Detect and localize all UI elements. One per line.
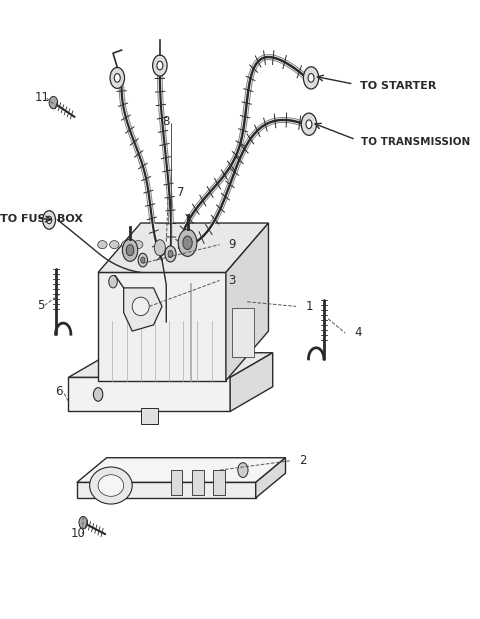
Circle shape (308, 74, 314, 82)
Polygon shape (77, 457, 286, 482)
Ellipse shape (133, 241, 143, 249)
Circle shape (157, 61, 163, 70)
Text: 7: 7 (178, 186, 185, 199)
Circle shape (168, 250, 173, 258)
Circle shape (306, 120, 312, 129)
Circle shape (43, 210, 56, 229)
Polygon shape (98, 272, 226, 381)
Bar (170, 470, 182, 495)
Polygon shape (68, 353, 273, 378)
Circle shape (138, 253, 147, 267)
Ellipse shape (132, 297, 149, 316)
Circle shape (122, 239, 138, 261)
Text: 9: 9 (228, 238, 236, 251)
Text: 4: 4 (354, 326, 361, 339)
Text: TO TRANSMISSION: TO TRANSMISSION (361, 137, 470, 147)
Circle shape (126, 245, 134, 256)
Circle shape (155, 240, 166, 256)
Ellipse shape (90, 467, 132, 504)
Circle shape (47, 216, 52, 223)
Polygon shape (230, 353, 273, 412)
Text: 1: 1 (305, 300, 312, 313)
Text: 8: 8 (163, 115, 170, 128)
Circle shape (183, 236, 192, 249)
Ellipse shape (98, 241, 107, 249)
Circle shape (79, 516, 87, 529)
Bar (68, 378, 230, 412)
Text: 2: 2 (299, 454, 306, 467)
Bar (213, 470, 225, 495)
Polygon shape (124, 288, 162, 331)
Bar (232, 308, 253, 357)
Circle shape (165, 246, 176, 262)
Circle shape (49, 97, 58, 109)
Polygon shape (98, 223, 268, 272)
Circle shape (114, 74, 120, 82)
Text: 10: 10 (71, 527, 85, 540)
Circle shape (94, 387, 103, 401)
Bar (192, 470, 204, 495)
Text: TO FUSE BOX: TO FUSE BOX (0, 214, 83, 223)
Polygon shape (226, 223, 268, 381)
Circle shape (141, 257, 145, 263)
Bar (77, 482, 256, 498)
Circle shape (238, 462, 248, 477)
Text: 5: 5 (37, 299, 44, 312)
Polygon shape (256, 457, 286, 498)
Ellipse shape (98, 475, 124, 496)
Bar (141, 409, 158, 424)
Circle shape (301, 113, 317, 136)
Text: TO STARTER: TO STARTER (360, 81, 436, 91)
Circle shape (153, 55, 167, 76)
Circle shape (110, 67, 124, 89)
Circle shape (303, 67, 319, 89)
Circle shape (178, 229, 197, 256)
Circle shape (109, 275, 117, 288)
Text: 3: 3 (228, 274, 236, 287)
Text: 11: 11 (35, 91, 49, 104)
Ellipse shape (121, 241, 131, 249)
Ellipse shape (109, 241, 119, 249)
Text: 6: 6 (55, 385, 63, 398)
